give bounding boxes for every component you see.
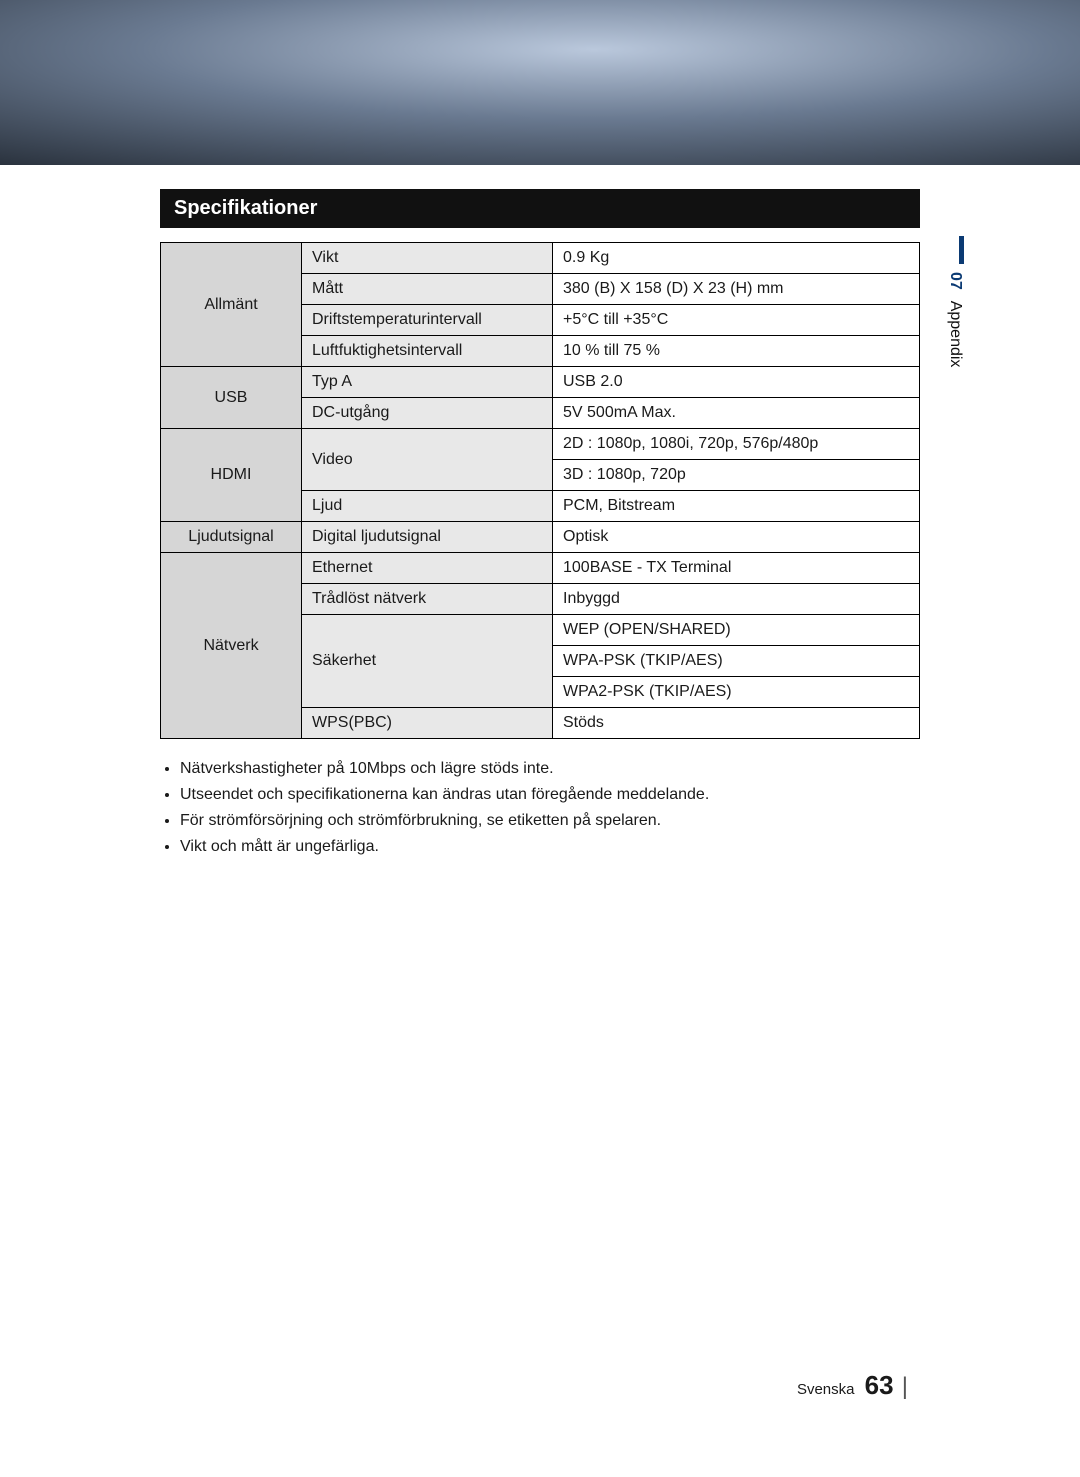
category-cell: Nätverk: [161, 553, 302, 739]
param-cell: Trådlöst nätverk: [302, 584, 553, 615]
value-cell: 5V 500mA Max.: [553, 398, 920, 429]
value-cell: 0.9 Kg: [553, 243, 920, 274]
table-row: LjudutsignalDigital ljudutsignalOptisk: [161, 522, 920, 553]
value-cell: PCM, Bitstream: [553, 491, 920, 522]
param-cell: Driftstemperaturintervall: [302, 305, 553, 336]
side-tab-bar: [959, 236, 964, 264]
category-cell: Ljudutsignal: [161, 522, 302, 553]
content-area: Specifikationer AllmäntVikt0.9 KgMått380…: [0, 165, 1080, 859]
value-cell: Inbyggd: [553, 584, 920, 615]
value-cell: WEP (OPEN/SHARED): [553, 615, 920, 646]
value-cell: WPA-PSK (TKIP/AES): [553, 646, 920, 677]
section-title: Specifikationer: [160, 189, 920, 228]
param-cell: Video: [302, 429, 553, 491]
value-cell: WPA2-PSK (TKIP/AES): [553, 677, 920, 708]
table-row: USBTyp AUSB 2.0: [161, 367, 920, 398]
param-cell: DC-utgång: [302, 398, 553, 429]
table-row: AllmäntVikt0.9 Kg: [161, 243, 920, 274]
page: 07 Appendix Specifikationer AllmäntVikt0…: [0, 0, 1080, 1477]
footer-page-number: 63: [865, 1370, 894, 1400]
notes-block: Nätverkshastigheter på 10Mbps och lägre …: [160, 757, 920, 859]
note-item: Utseendet och specifikationerna kan ändr…: [180, 783, 920, 807]
table-row: HDMIVideo2D : 1080p, 1080i, 720p, 576p/4…: [161, 429, 920, 460]
category-cell: USB: [161, 367, 302, 429]
side-tab-number: 07: [947, 272, 964, 290]
notes-list: Nätverkshastigheter på 10Mbps och lägre …: [160, 757, 920, 859]
value-cell: USB 2.0: [553, 367, 920, 398]
param-cell: Digital ljudutsignal: [302, 522, 553, 553]
note-item: Vikt och mått är ungefärliga.: [180, 835, 920, 859]
value-cell: 100BASE - TX Terminal: [553, 553, 920, 584]
param-cell: WPS(PBC): [302, 708, 553, 739]
category-cell: HDMI: [161, 429, 302, 522]
value-cell: +5°C till +35°C: [553, 305, 920, 336]
param-cell: Vikt: [302, 243, 553, 274]
param-cell: Typ A: [302, 367, 553, 398]
side-tab-label: Appendix: [947, 301, 964, 368]
value-cell: 10 % till 75 %: [553, 336, 920, 367]
value-cell: 2D : 1080p, 1080i, 720p, 576p/480p: [553, 429, 920, 460]
category-cell: Allmänt: [161, 243, 302, 367]
page-footer: Svenska 63 |: [797, 1370, 908, 1401]
note-item: För strömförsörjning och strömförbruknin…: [180, 809, 920, 833]
param-cell: Mått: [302, 274, 553, 305]
spec-table: AllmäntVikt0.9 KgMått380 (B) X 158 (D) X…: [160, 242, 920, 739]
footer-divider: |: [902, 1373, 908, 1400]
note-item: Nätverkshastigheter på 10Mbps och lägre …: [180, 757, 920, 781]
value-cell: Optisk: [553, 522, 920, 553]
hero-gradient: [0, 0, 1080, 165]
param-cell: Luftfuktighetsintervall: [302, 336, 553, 367]
footer-language: Svenska: [797, 1381, 855, 1398]
value-cell: Stöds: [553, 708, 920, 739]
value-cell: 3D : 1080p, 720p: [553, 460, 920, 491]
param-cell: Ljud: [302, 491, 553, 522]
table-row: NätverkEthernet100BASE - TX Terminal: [161, 553, 920, 584]
param-cell: Ethernet: [302, 553, 553, 584]
value-cell: 380 (B) X 158 (D) X 23 (H) mm: [553, 274, 920, 305]
param-cell: Säkerhet: [302, 615, 553, 708]
side-tab: 07 Appendix: [946, 236, 964, 367]
